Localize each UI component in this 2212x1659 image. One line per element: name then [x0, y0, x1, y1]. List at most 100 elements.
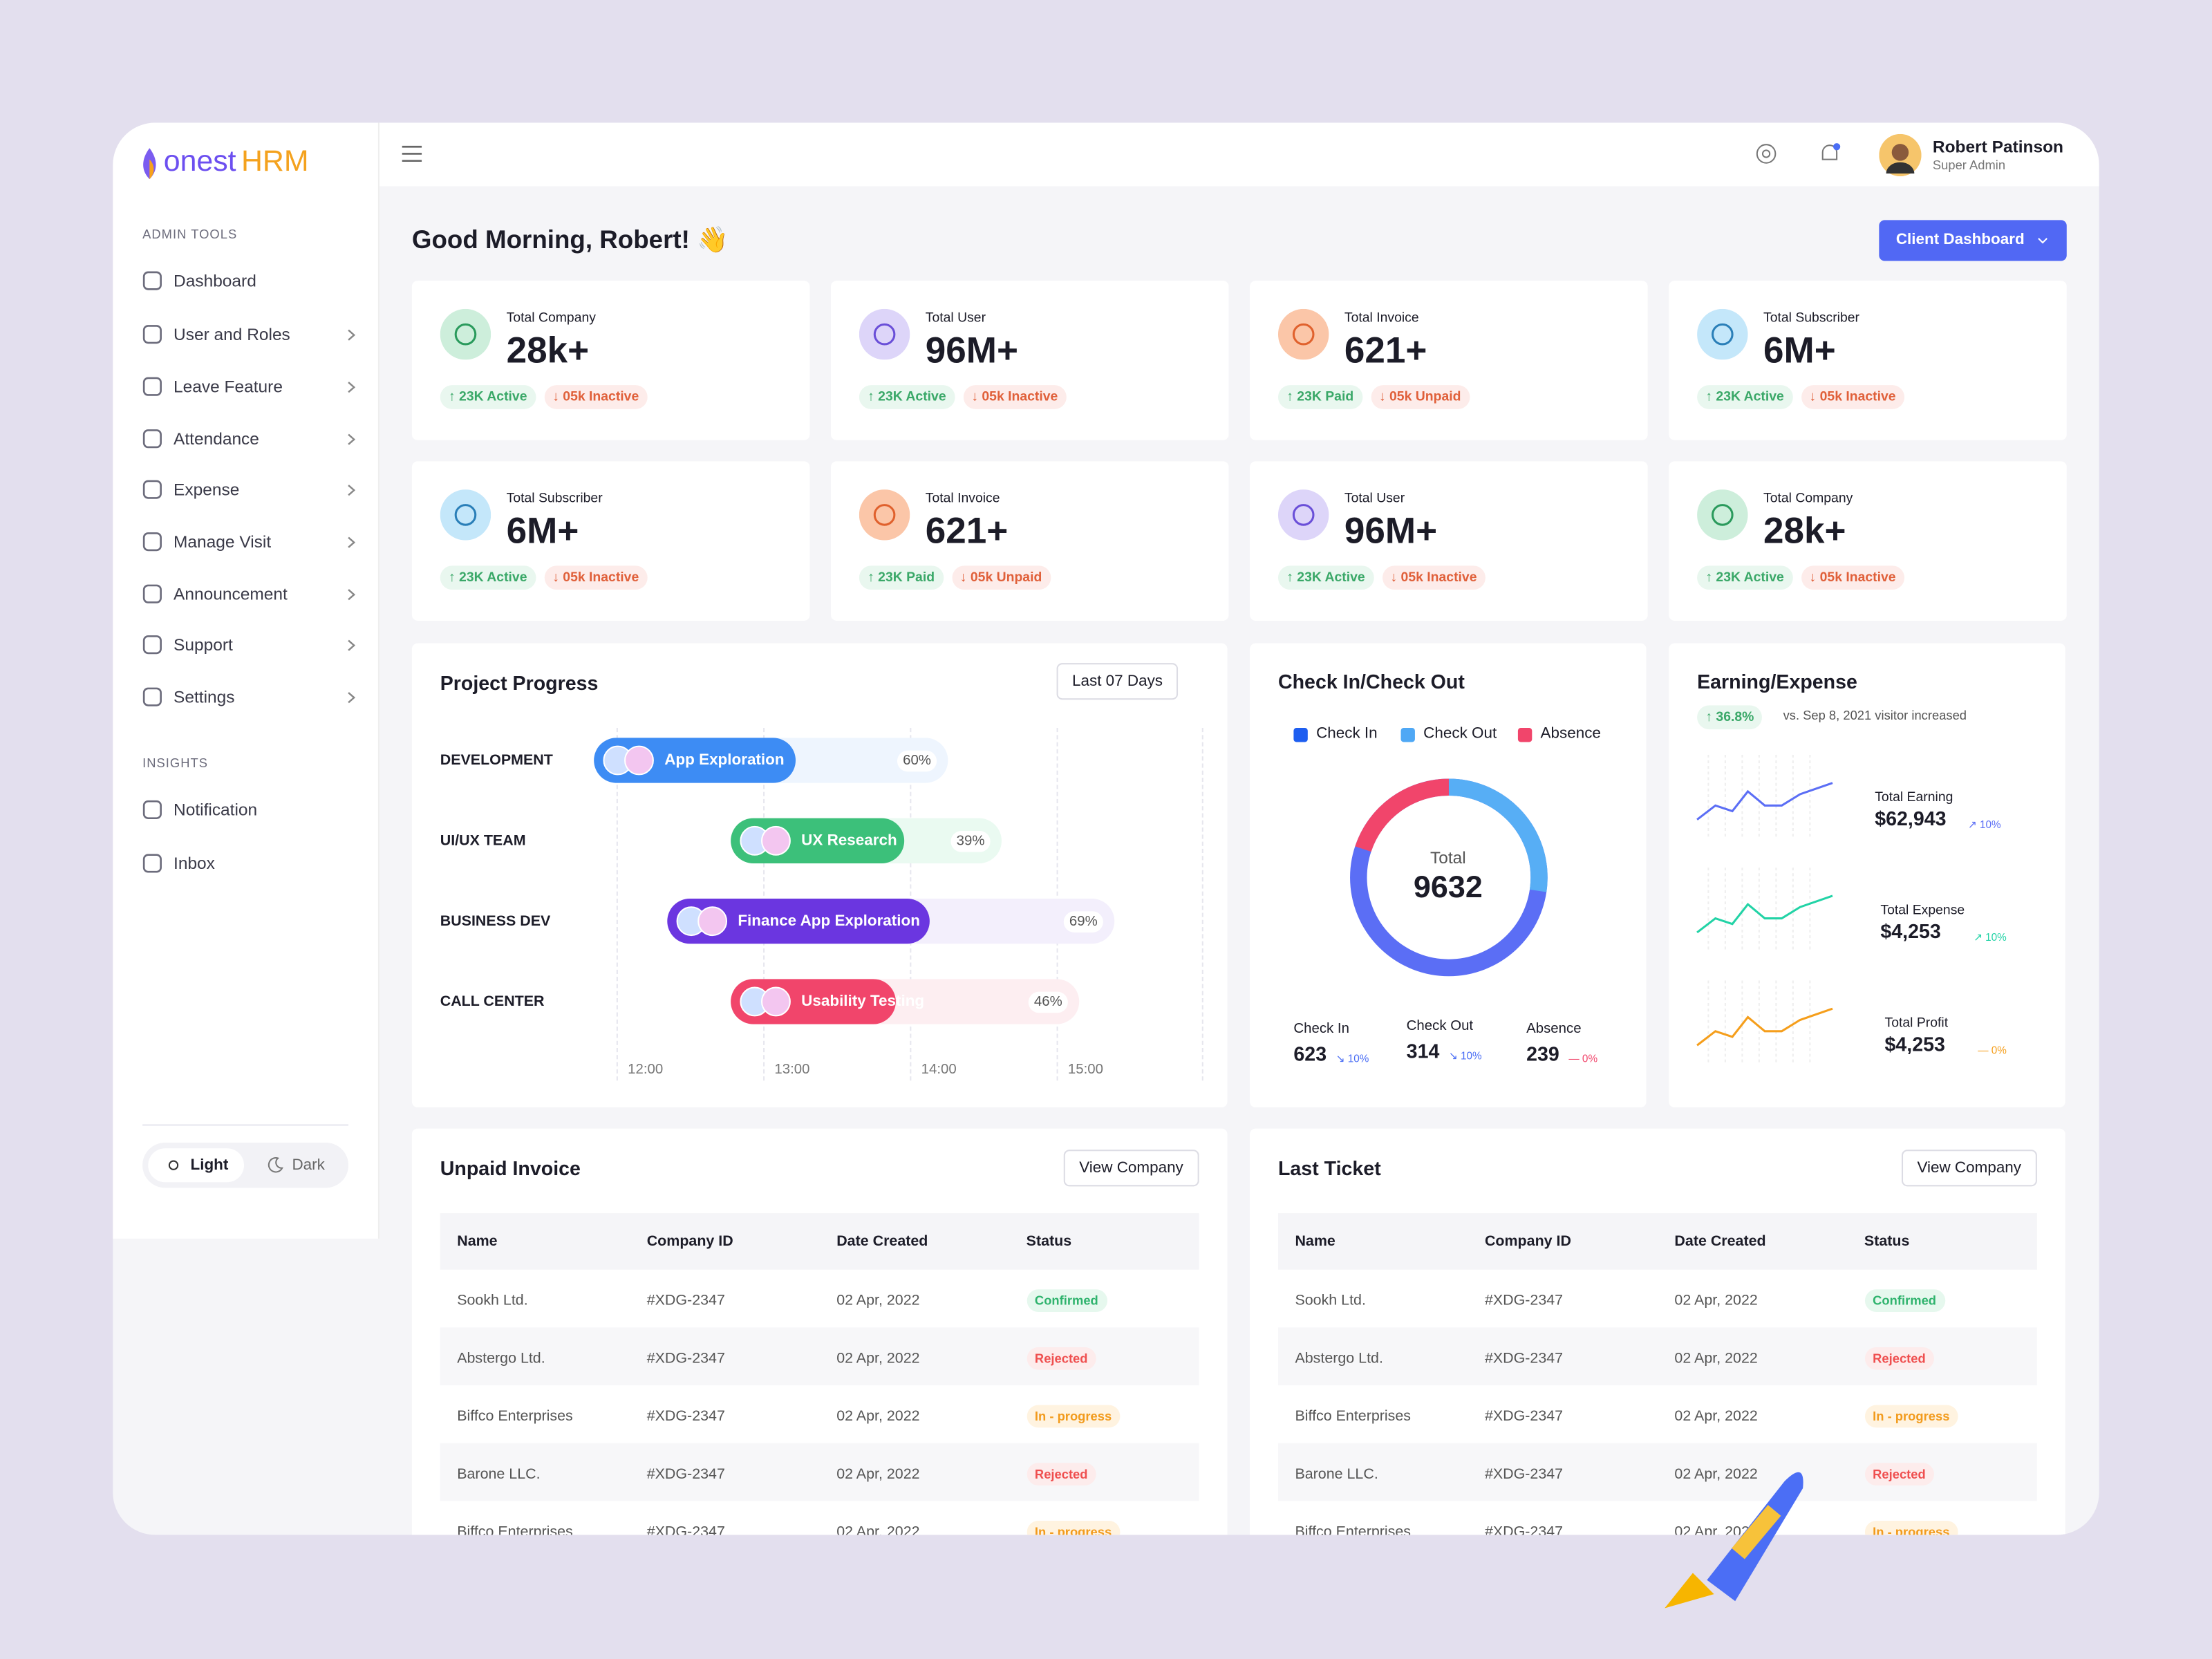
stat-value: 28k+: [1763, 509, 1846, 552]
table-cell: 02 Apr, 2022: [836, 1465, 920, 1483]
stat-up: ↑ 23K Active: [1697, 385, 1793, 409]
view-button[interactable]: View Company: [1901, 1150, 2037, 1187]
progress-bar: App Exploration: [594, 738, 796, 783]
earning-label: Total Expense: [1880, 903, 1965, 919]
time-label: 13:00: [774, 1062, 810, 1078]
stat-label: Total Company: [506, 310, 596, 326]
column-header: Company ID: [1484, 1232, 1571, 1250]
metric-label: Check In: [1293, 1021, 1349, 1037]
filter-label[interactable]: Last 07 Days: [1072, 673, 1163, 690]
status-badge: Confirmed: [1864, 1289, 1945, 1312]
earning-value: $4,253: [1880, 919, 1941, 943]
table-cell: #XDG-2347: [1484, 1292, 1564, 1309]
stat-value: 621+: [925, 509, 1009, 552]
nav-icon: [142, 635, 162, 655]
sidebar: onest HRM ADMIN TOOLS Dashboard User and Rol…: [113, 122, 379, 1239]
theme-light[interactable]: [148, 1148, 245, 1183]
earning-label: Total Earning: [1875, 789, 1953, 806]
greeting: Good Morning, Robert! 👋: [411, 225, 729, 254]
earning-note: vs. Sep 8, 2021 visitor increased: [1783, 708, 1967, 722]
status-badge: Rejected: [1864, 1463, 1935, 1485]
nav-icon: [142, 800, 162, 819]
task-label: App Exploration: [664, 751, 785, 769]
stat-label: Total Invoice: [925, 491, 1000, 507]
nav-item[interactable]: Expense: [174, 479, 240, 500]
legend-label: Check Out: [1423, 724, 1497, 742]
client-dashboard-button[interactable]: Client Dashboard: [1879, 220, 2067, 261]
bell-icon: [1821, 143, 1841, 160]
metric-value: 623: [1293, 1042, 1327, 1065]
percent-label: 46%: [1028, 991, 1068, 1013]
team-label: DEVELOPMENT: [440, 751, 553, 769]
table-cell: 02 Apr, 2022: [1674, 1350, 1758, 1367]
sun-icon: [168, 1160, 179, 1170]
view-button[interactable]: View Company: [1063, 1150, 1199, 1187]
theme-light-label[interactable]: Light: [190, 1156, 229, 1174]
grid-line: [616, 728, 618, 1081]
theme-dark-label[interactable]: Dark: [292, 1156, 325, 1174]
metric-value: 314: [1406, 1040, 1440, 1062]
stat-value: 96M+: [1344, 509, 1438, 552]
nav-item[interactable]: Dashboard: [174, 270, 256, 291]
stat-value: 621+: [1344, 328, 1427, 371]
nav-item[interactable]: User and Roles: [174, 324, 290, 344]
table-cell: 02 Apr, 2022: [836, 1407, 920, 1425]
column-header: Name: [457, 1232, 498, 1250]
nav-item[interactable]: Leave Feature: [174, 376, 283, 397]
table-cell: Biffco Enterprises: [457, 1407, 573, 1425]
stat-icon: [440, 308, 491, 360]
table-cell: Barone LLC.: [457, 1465, 541, 1483]
stat-up: ↑ 23K Active: [859, 385, 955, 409]
table-cell: Abstergo Ltd.: [457, 1350, 545, 1367]
column-header: Status: [1864, 1232, 1910, 1250]
chevron: [348, 485, 356, 496]
chevron: [348, 536, 356, 548]
nav-item[interactable]: Manage Visit: [174, 532, 272, 552]
stat-card: Total Company 28k+ ↑ 23K Active ↓ 05k Inact…: [411, 281, 810, 440]
table-cell: 02 Apr, 2022: [836, 1524, 920, 1535]
earning-item-change: ↗ 10%: [1967, 818, 2001, 832]
settings-icon: [1756, 144, 1777, 164]
panel-title: Check In/Check Out: [1277, 670, 1465, 693]
stat-icon: [859, 308, 910, 360]
nav-item[interactable]: Announcement: [174, 583, 288, 604]
column-header: Company ID: [646, 1232, 733, 1250]
metric-change: ↘ 10%: [1335, 1052, 1369, 1065]
filter-dropdown[interactable]: Last 07 Days: [1056, 663, 1179, 700]
metric-value: 239: [1526, 1042, 1559, 1065]
table-cell: 02 Apr, 2022: [836, 1350, 920, 1367]
section-title: INSIGHTS: [142, 756, 209, 771]
theme-toggle: Light Dark: [142, 1143, 349, 1188]
stat-card: Total User 96M+ ↑ 23K Active ↓ 05k Inactive: [1250, 461, 1648, 621]
status-badge: Confirmed: [1026, 1289, 1107, 1312]
nav-item[interactable]: Support: [174, 635, 233, 655]
nav-item[interactable]: Settings: [174, 686, 235, 707]
chevron: [348, 639, 356, 651]
earning-panel: Earning/Expense ↑ 36.8% vs. Sep 8, 2021 vi…: [1669, 643, 2065, 1108]
table-cell: Sookh Ltd.: [1295, 1292, 1366, 1309]
team-label: BUSINESS DEV: [440, 912, 551, 930]
progress-bar: Usability Testing: [731, 979, 924, 1024]
column-header: Status: [1026, 1232, 1072, 1250]
user-name: Robert Patinson: [1932, 136, 2064, 157]
time-label: 12:00: [628, 1062, 664, 1078]
team-label: UI/UX TEAM: [440, 832, 526, 850]
stat-label: Total Company: [1763, 491, 1853, 507]
percent-label: 39%: [950, 831, 991, 852]
donut-total-label: Total: [1430, 847, 1466, 868]
nav-item[interactable]: Inbox: [174, 853, 215, 874]
brand-suffix: HRM: [241, 145, 309, 178]
stat-up: ↑ 23K Active: [440, 565, 536, 590]
stat-card: Total Subscriber 6M+ ↑ 23K Active ↓ 05k Ina…: [1669, 281, 2067, 440]
rocket-illustration: [1665, 1472, 1803, 1609]
stat-icon: [1697, 489, 1748, 541]
nav-item[interactable]: Notification: [174, 800, 258, 820]
team-label: CALL CENTER: [440, 993, 545, 1011]
stat-down: ↓ 05k Inactive: [1801, 385, 1904, 409]
nav-item[interactable]: Attendance: [174, 429, 259, 449]
stat-down: ↓ 05k Inactive: [543, 565, 648, 590]
table-header: [1277, 1213, 2037, 1270]
client-dashboard-label[interactable]: Client Dashboard: [1895, 231, 2025, 249]
table-cell: #XDG-2347: [646, 1465, 725, 1483]
